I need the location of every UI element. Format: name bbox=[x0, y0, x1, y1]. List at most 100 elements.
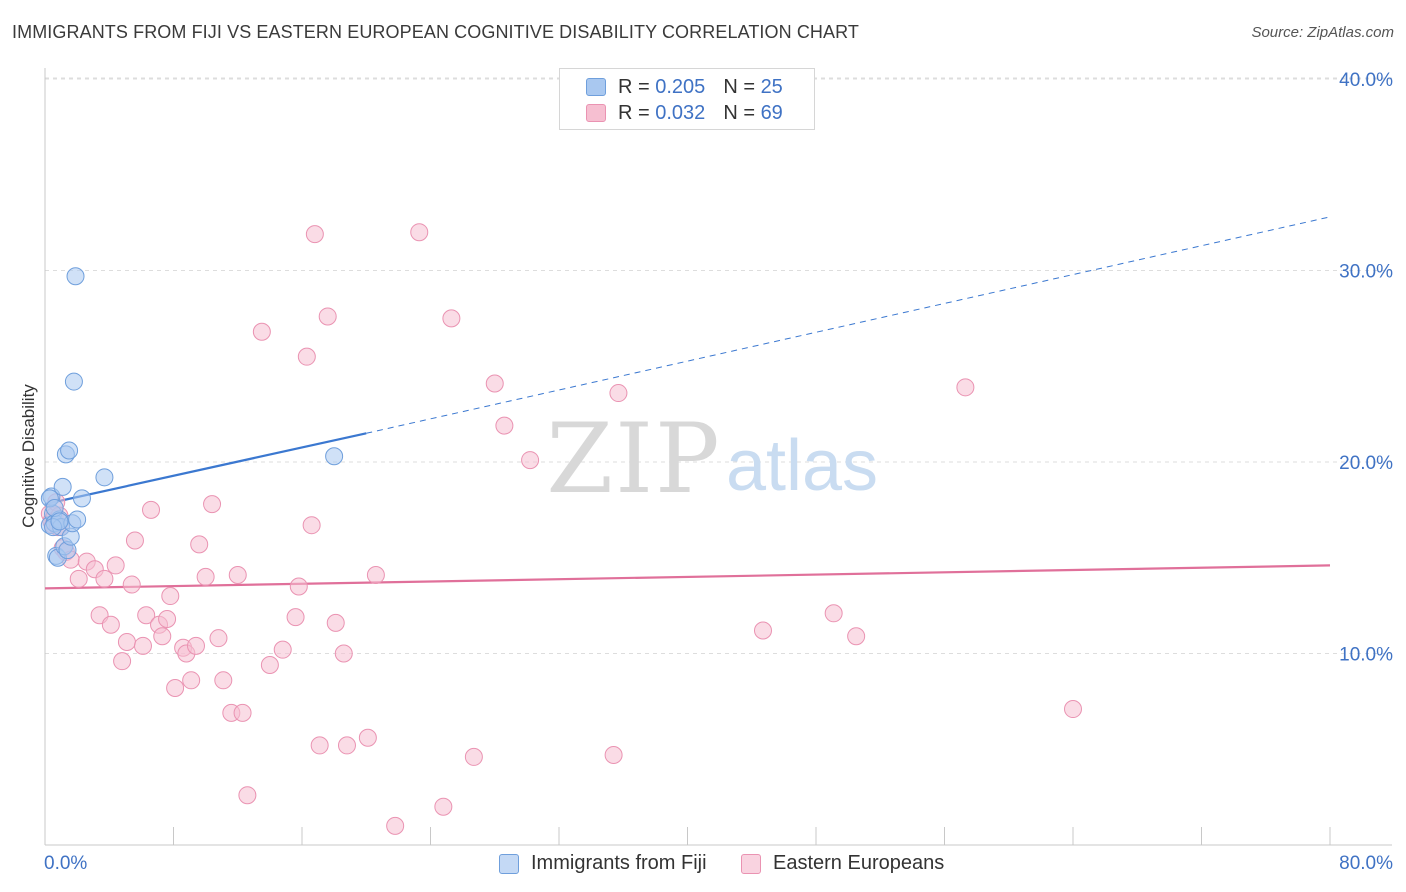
point-eastern bbox=[297, 347, 316, 366]
point-eastern bbox=[1064, 700, 1082, 719]
point-eastern bbox=[161, 587, 180, 606]
data-points bbox=[40, 223, 1082, 835]
point-eastern bbox=[753, 621, 772, 640]
point-fiji bbox=[60, 441, 79, 460]
series-legend: Immigrants from Fiji Eastern Europeans bbox=[0, 850, 1406, 880]
legend-label-eastern: Eastern Europeans bbox=[773, 852, 945, 874]
point-eastern bbox=[824, 604, 843, 623]
point-eastern bbox=[302, 516, 321, 535]
point-fiji bbox=[53, 477, 72, 496]
point-eastern bbox=[196, 567, 215, 586]
trend-lines bbox=[44, 216, 1331, 590]
point-fiji bbox=[95, 468, 114, 487]
point-eastern bbox=[326, 613, 345, 632]
point-fiji bbox=[64, 372, 83, 391]
y-tick-label: 10.0% bbox=[1339, 645, 1393, 666]
legend-n-label: N = bbox=[723, 75, 755, 98]
trendline-fiji-solid bbox=[44, 432, 367, 506]
point-eastern bbox=[464, 747, 483, 766]
legend-label-fiji: Immigrants from Fiji bbox=[531, 852, 707, 874]
point-eastern bbox=[386, 816, 405, 835]
x-tick-label-max: 80.0% bbox=[1339, 853, 1393, 874]
legend-item-fiji[interactable]: Immigrants from Fiji bbox=[499, 852, 707, 875]
legend-n-label: N = bbox=[723, 101, 755, 124]
watermark: ZIP atlas bbox=[546, 403, 878, 515]
point-eastern bbox=[318, 307, 337, 326]
y-tick-label: 40.0% bbox=[1339, 70, 1393, 91]
point-fiji bbox=[50, 512, 69, 531]
legend-swatch-fiji bbox=[586, 78, 606, 96]
point-eastern bbox=[337, 736, 356, 755]
point-eastern bbox=[847, 627, 866, 646]
legend-row-fiji: R = 0.205 N = 25 bbox=[586, 75, 783, 99]
point-eastern bbox=[485, 374, 504, 393]
legend-item-eastern[interactable]: Eastern Europeans bbox=[741, 852, 944, 875]
axes bbox=[44, 68, 1392, 846]
point-fiji bbox=[66, 267, 85, 286]
y-tick-label: 30.0% bbox=[1339, 262, 1393, 283]
legend-row-eastern: R = 0.032 N = 69 bbox=[586, 101, 783, 125]
point-eastern bbox=[122, 575, 141, 594]
point-eastern bbox=[273, 640, 292, 659]
point-eastern bbox=[358, 728, 377, 747]
trendline-fiji-dashed bbox=[366, 216, 1331, 434]
point-eastern bbox=[113, 652, 132, 671]
point-eastern bbox=[228, 565, 247, 584]
legend-n-value: 25 bbox=[760, 75, 783, 98]
point-eastern bbox=[95, 569, 114, 588]
legend-swatch-eastern bbox=[741, 853, 761, 874]
x-tick-label-min: 0.0% bbox=[44, 853, 87, 874]
trendline-eastern bbox=[44, 564, 1331, 590]
point-eastern bbox=[238, 786, 257, 805]
point-eastern bbox=[190, 535, 209, 554]
watermark-zip: ZIP bbox=[546, 403, 721, 515]
legend-r-label: R = bbox=[618, 75, 650, 98]
correlation-legend: R = 0.205 N = 25 R = 0.032 N = 69 bbox=[559, 68, 815, 130]
point-eastern bbox=[434, 797, 453, 816]
legend-n-value: 69 bbox=[760, 101, 783, 124]
legend-r-value: 0.032 bbox=[655, 101, 706, 124]
point-eastern bbox=[260, 655, 279, 674]
point-eastern bbox=[153, 627, 172, 646]
point-eastern bbox=[203, 495, 222, 514]
point-eastern bbox=[495, 416, 514, 435]
point-eastern bbox=[604, 745, 623, 764]
point-eastern bbox=[956, 378, 975, 397]
point-eastern bbox=[410, 223, 429, 242]
point-eastern bbox=[182, 671, 201, 690]
point-eastern bbox=[334, 644, 353, 663]
point-fiji bbox=[72, 489, 91, 508]
point-eastern bbox=[125, 531, 144, 550]
point-eastern bbox=[609, 384, 628, 403]
point-eastern bbox=[142, 500, 161, 519]
point-eastern bbox=[366, 565, 385, 584]
point-eastern bbox=[158, 610, 177, 629]
point-fiji bbox=[68, 510, 87, 529]
point-eastern bbox=[286, 608, 305, 627]
point-eastern bbox=[186, 636, 205, 655]
point-eastern bbox=[305, 225, 324, 244]
axis-labels: 10.0% 20.0% 30.0% 40.0% 0.0% 80.0% Cognitive D… bbox=[19, 70, 1393, 874]
legend-swatch-fiji bbox=[499, 853, 519, 874]
point-fiji bbox=[325, 447, 344, 466]
y-axis-label: Cognitive Disability bbox=[19, 384, 38, 528]
point-eastern bbox=[101, 615, 120, 634]
point-eastern bbox=[117, 633, 136, 652]
point-eastern bbox=[289, 577, 308, 596]
chart-title: IMMIGRANTS FROM FIJI VS EASTERN EUROPEAN… bbox=[12, 22, 860, 42]
point-eastern bbox=[69, 569, 88, 588]
legend-swatch-eastern bbox=[586, 104, 606, 122]
point-eastern bbox=[252, 322, 271, 341]
point-eastern bbox=[233, 703, 252, 722]
point-eastern bbox=[310, 736, 329, 755]
point-eastern bbox=[137, 606, 156, 625]
source-label: Source: ZipAtlas.com bbox=[1251, 24, 1394, 41]
y-tick-label: 20.0% bbox=[1339, 453, 1393, 474]
point-eastern bbox=[106, 556, 125, 575]
point-eastern bbox=[214, 671, 233, 690]
point-eastern bbox=[166, 678, 185, 697]
point-eastern bbox=[521, 451, 540, 470]
point-eastern bbox=[442, 309, 461, 328]
watermark-atlas: atlas bbox=[726, 426, 878, 506]
